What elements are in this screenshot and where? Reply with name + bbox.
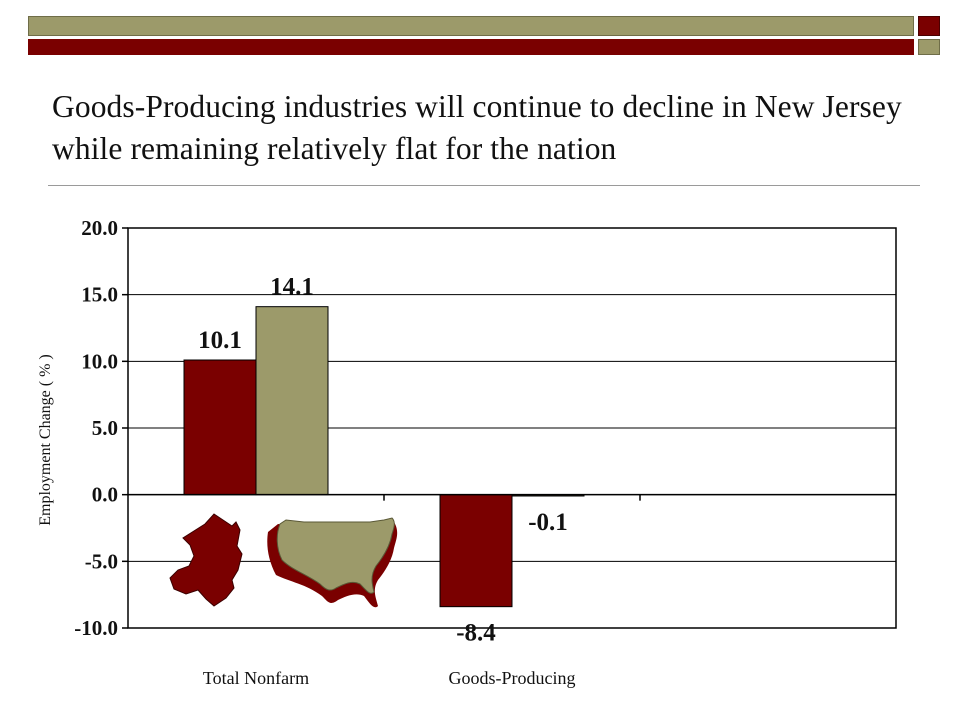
bar-value-label: -0.1	[528, 509, 568, 536]
y-tick-label: 15.0	[81, 283, 118, 307]
bar-labels: 10.1 14.1 -8.4 -0.1	[198, 274, 568, 647]
y-tick-label: 5.0	[92, 416, 118, 440]
header-bar-olive	[28, 16, 914, 36]
bar-0-1	[255, 306, 329, 496]
title-divider	[48, 185, 920, 186]
y-tick-label: 20.0	[81, 216, 118, 240]
corner-square-red	[918, 16, 940, 36]
bar-value-label: 14.1	[270, 274, 314, 301]
bars	[183, 306, 585, 608]
new-jersey-map-icon	[169, 513, 243, 607]
bar-value-label: -8.4	[456, 620, 496, 647]
bar-0-0	[183, 359, 257, 496]
bar-value-label: 10.1	[198, 327, 242, 354]
x-axis-ticks: Total Nonfarm Goods-Producing	[203, 494, 641, 688]
x-category-label: Total Nonfarm	[203, 668, 309, 688]
y-axis-label: Employment Change ( % )	[37, 354, 54, 526]
usa-map-icon	[267, 517, 398, 608]
bar-1-0	[439, 494, 513, 608]
y-tick-label: 0.0	[92, 483, 118, 507]
header-bar-red	[28, 39, 914, 55]
y-tick-label: -5.0	[85, 549, 118, 573]
x-category-label: Goods-Producing	[449, 668, 576, 688]
y-tick-label: 10.0	[81, 349, 118, 373]
y-axis-ticks: 20.0 15.0 10.0 5.0 0.0 -5.0 -10.0	[74, 216, 128, 640]
y-tick-label: -10.0	[74, 616, 118, 640]
corner-square-olive	[918, 39, 940, 55]
slide-title: Goods-Producing industries will continue…	[52, 89, 902, 166]
